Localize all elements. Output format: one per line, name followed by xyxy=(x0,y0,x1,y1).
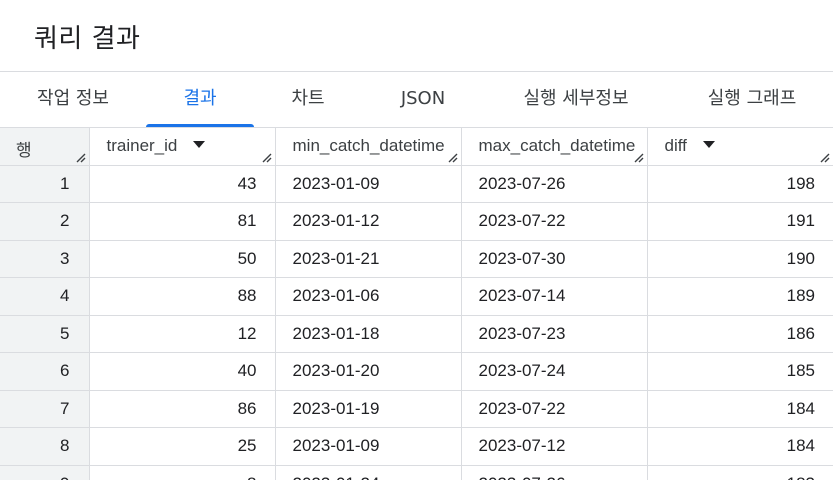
table-row: 3 50 2023-01-21 2023-07-30 190 xyxy=(0,240,833,278)
table-row: 4 88 2023-01-06 2023-07-14 189 xyxy=(0,277,833,316)
min-catch-datetime-cell[interactable]: 2023-01-24 xyxy=(275,465,462,480)
row-number-cell: 6 xyxy=(0,352,90,391)
min-catch-datetime-cell[interactable]: 2023-01-09 xyxy=(275,165,462,203)
diff-cell[interactable]: 191 xyxy=(647,202,833,241)
max-catch-datetime-cell[interactable]: 2023-07-24 xyxy=(461,352,648,391)
table-row: 6 40 2023-01-20 2023-07-24 185 xyxy=(0,352,833,391)
row-number-cell: 4 xyxy=(0,277,90,316)
max-catch-datetime-cell[interactable]: 2023-07-26 xyxy=(461,465,648,480)
max-catch-datetime-cell[interactable]: 2023-07-23 xyxy=(461,315,648,353)
trainer-id-cell[interactable]: 50 xyxy=(89,240,276,278)
row-number-cell: 9 xyxy=(0,465,90,480)
min-catch-datetime-cell[interactable]: 2023-01-19 xyxy=(275,390,462,428)
table-row: 9 8 2023-01-24 2023-07-26 183 xyxy=(0,465,833,480)
row-number-cell: 2 xyxy=(0,202,90,241)
max-catch-datetime-cell[interactable]: 2023-07-22 xyxy=(461,202,648,241)
diff-cell[interactable]: 186 xyxy=(647,315,833,353)
column-header-trainer-id[interactable]: trainer_id xyxy=(89,128,276,166)
diff-cell[interactable]: 198 xyxy=(647,165,833,203)
max-catch-datetime-cell[interactable]: 2023-07-26 xyxy=(461,165,648,203)
max-catch-datetime-cell[interactable]: 2023-07-14 xyxy=(461,277,648,316)
min-catch-datetime-cell[interactable]: 2023-01-06 xyxy=(275,277,462,316)
max-catch-datetime-cell[interactable]: 2023-07-30 xyxy=(461,240,648,278)
table-row: 7 86 2023-01-19 2023-07-22 184 xyxy=(0,390,833,428)
tab-execution-details[interactable]: 실행 세부정보 xyxy=(523,88,629,109)
min-catch-datetime-cell[interactable]: 2023-01-20 xyxy=(275,352,462,391)
table-row: 1 43 2023-01-09 2023-07-26 198 xyxy=(0,165,833,203)
diff-cell[interactable]: 183 xyxy=(647,465,833,480)
tab-execution-graph[interactable]: 실행 그래프 xyxy=(707,88,797,109)
tab-results[interactable]: 결과 xyxy=(146,73,254,127)
column-header-row-number[interactable]: 행 xyxy=(0,128,90,166)
trainer-id-cell[interactable]: 88 xyxy=(89,277,276,316)
diff-cell[interactable]: 184 xyxy=(647,390,833,428)
max-catch-datetime-cell[interactable]: 2023-07-12 xyxy=(461,427,648,466)
tab-json[interactable]: JSON xyxy=(400,88,446,109)
diff-cell[interactable]: 189 xyxy=(647,277,833,316)
table-row: 8 25 2023-01-09 2023-07-12 184 xyxy=(0,427,833,466)
table-row: 5 12 2023-01-18 2023-07-23 186 xyxy=(0,315,833,353)
column-resize-icon[interactable] xyxy=(632,151,644,163)
diff-cell[interactable]: 185 xyxy=(647,352,833,391)
min-catch-datetime-cell[interactable]: 2023-01-21 xyxy=(275,240,462,278)
diff-cell[interactable]: 184 xyxy=(647,427,833,466)
page-title: 쿼리 결과 xyxy=(34,24,141,54)
max-catch-datetime-cell[interactable]: 2023-07-22 xyxy=(461,390,648,428)
sort-desc-icon[interactable] xyxy=(702,141,715,149)
trainer-id-cell[interactable]: 81 xyxy=(89,202,276,241)
min-catch-datetime-cell[interactable]: 2023-01-12 xyxy=(275,202,462,241)
table-row: 2 81 2023-01-12 2023-07-22 191 xyxy=(0,202,833,241)
result-tabs: 작업 정보 결과 차트 JSON 실행 세부정보 실행 그래프 xyxy=(0,73,833,127)
column-header-max-catch-datetime[interactable]: max_catch_datetime xyxy=(461,128,648,166)
trainer-id-cell[interactable]: 25 xyxy=(89,427,276,466)
min-catch-datetime-cell[interactable]: 2023-01-18 xyxy=(275,315,462,353)
tab-chart[interactable]: 차트 xyxy=(291,88,325,109)
trainer-id-cell[interactable]: 8 xyxy=(89,465,276,480)
column-resize-icon[interactable] xyxy=(74,151,86,163)
column-resize-icon[interactable] xyxy=(818,151,830,163)
tab-job-info[interactable]: 작업 정보 xyxy=(37,88,109,109)
title-bar: 쿼리 결과 xyxy=(0,0,833,72)
column-resize-icon[interactable] xyxy=(446,151,458,163)
column-resize-icon[interactable] xyxy=(260,151,272,163)
results-table: 행 trainer_id min_catch_datetime max_catc… xyxy=(0,127,833,480)
table-header-row: 행 trainer_id min_catch_datetime max_catc… xyxy=(0,128,833,166)
trainer-id-cell[interactable]: 40 xyxy=(89,352,276,391)
row-number-cell: 7 xyxy=(0,390,90,428)
row-number-cell: 1 xyxy=(0,165,90,203)
row-number-cell: 8 xyxy=(0,427,90,466)
trainer-id-cell[interactable]: 86 xyxy=(89,390,276,428)
diff-cell[interactable]: 190 xyxy=(647,240,833,278)
min-catch-datetime-cell[interactable]: 2023-01-09 xyxy=(275,427,462,466)
row-number-cell: 3 xyxy=(0,240,90,278)
row-number-cell: 5 xyxy=(0,315,90,353)
column-header-min-catch-datetime[interactable]: min_catch_datetime xyxy=(275,128,462,166)
trainer-id-cell[interactable]: 43 xyxy=(89,165,276,203)
trainer-id-cell[interactable]: 12 xyxy=(89,315,276,353)
column-header-diff[interactable]: diff xyxy=(647,128,833,166)
sort-desc-icon[interactable] xyxy=(193,141,206,149)
